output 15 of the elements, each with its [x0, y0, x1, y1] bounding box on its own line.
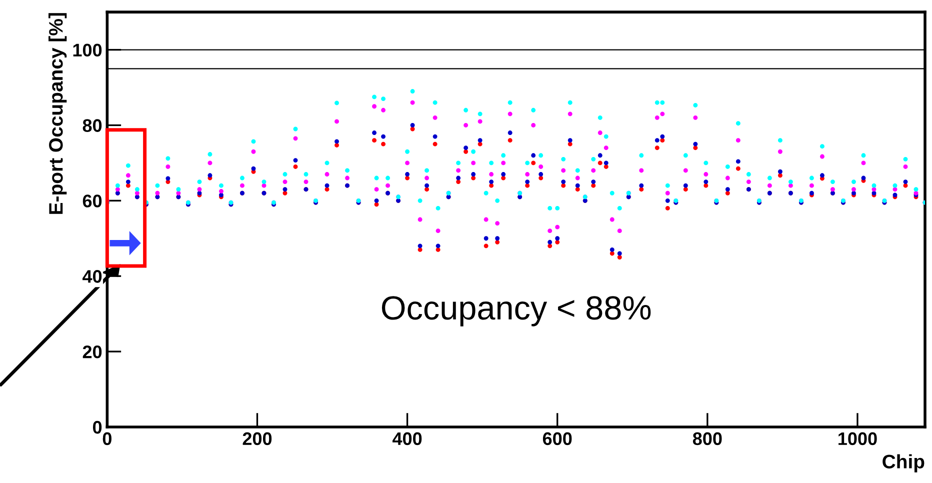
y-tick-label: 40 — [82, 270, 102, 283]
y-axis-title: E-port Occupancy [%] — [48, 13, 67, 214]
annotation: Occupancy < 88% — [382, 296, 651, 326]
y-tick-label: 0 — [92, 420, 102, 434]
y-tick-label: 60 — [82, 194, 102, 208]
x-tick-label: 0 — [102, 432, 112, 446]
x-tick-label: 400 — [392, 432, 422, 446]
y-tick-label: 80 — [82, 119, 102, 132]
x-tick-label: 800 — [692, 432, 722, 446]
x-tick-label: 200 — [242, 432, 272, 446]
x-tick-label: 1000 — [838, 432, 877, 446]
x-tick-label: 600 — [542, 432, 572, 446]
y-tick-label: 100 — [73, 44, 102, 57]
y-tick-label: 20 — [82, 345, 102, 358]
x-axis-title: Chip — [882, 454, 924, 472]
